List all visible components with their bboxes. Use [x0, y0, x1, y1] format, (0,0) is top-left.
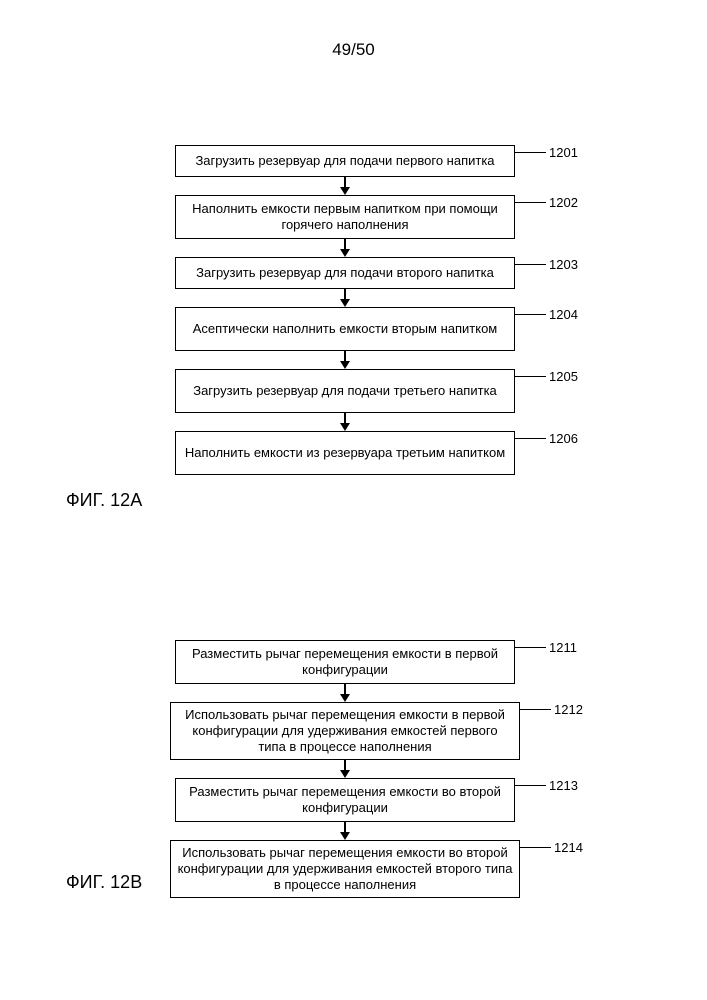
flow-step: Загрузить резервуар для подачи второго н… [175, 257, 515, 289]
step-text: Использовать рычаг перемещения емкости в… [177, 707, 513, 756]
flow-step: Разместить рычаг перемещения емкости в п… [175, 640, 515, 684]
ref-leader-line [514, 264, 546, 265]
page-number: 49/50 [0, 40, 707, 60]
ref-number: 1206 [549, 431, 578, 447]
ref-number: 1205 [549, 369, 578, 385]
ref-number: 1204 [549, 307, 578, 323]
flow-step: Наполнить емкости из резервуара третьим … [175, 431, 515, 475]
ref-leader-line [514, 785, 546, 786]
ref-number: 1201 [549, 145, 578, 161]
ref-leader-line [514, 314, 546, 315]
ref-number: 1203 [549, 257, 578, 273]
step-text: Разместить рычаг перемещения емкости во … [182, 784, 508, 817]
ref-leader-line [514, 376, 546, 377]
ref-number: 1213 [549, 778, 578, 794]
step-text: Загрузить резервуар для подачи третьего … [193, 383, 497, 399]
step-text: Наполнить емкости из резервуара третьим … [185, 445, 505, 461]
ref-number: 1211 [549, 640, 577, 656]
step-text: Загрузить резервуар для подачи второго н… [196, 265, 494, 281]
ref-leader-line [514, 438, 546, 439]
figure-b-label: ФИГ. 12В [66, 872, 142, 893]
flow-step: Загрузить резервуар для подачи первого н… [175, 145, 515, 177]
flowchart-b: Разместить рычаг перемещения емкости в п… [175, 640, 515, 898]
ref-leader-line [519, 709, 551, 710]
flow-step: Асептически наполнить емкости вторым нап… [175, 307, 515, 351]
ref-number: 1214 [554, 840, 583, 856]
ref-number: 1202 [549, 195, 578, 211]
step-text: Использовать рычаг перемещения емкости в… [177, 845, 513, 894]
ref-number: 1212 [554, 702, 583, 718]
step-text: Разместить рычаг перемещения емкости в п… [182, 646, 508, 679]
step-text: Наполнить емкости первым напитком при по… [182, 201, 508, 234]
flowchart-a: Загрузить резервуар для подачи первого н… [175, 145, 515, 475]
flow-step: Разместить рычаг перемещения емкости во … [175, 778, 515, 822]
flow-step: Наполнить емкости первым напитком при по… [175, 195, 515, 239]
figure-a-label: ФИГ. 12А [66, 490, 142, 511]
flow-step: Загрузить резервуар для подачи третьего … [175, 369, 515, 413]
ref-leader-line [514, 202, 546, 203]
ref-leader-line [519, 847, 551, 848]
ref-leader-line [514, 647, 546, 648]
flow-step: Использовать рычаг перемещения емкости в… [170, 840, 520, 898]
step-text: Асептически наполнить емкости вторым нап… [193, 321, 497, 337]
ref-leader-line [514, 152, 546, 153]
step-text: Загрузить резервуар для подачи первого н… [195, 153, 494, 169]
flow-step: Использовать рычаг перемещения емкости в… [170, 702, 520, 760]
page: 49/50 ФИГ. 12А ФИГ. 12В Загрузить резерв… [0, 0, 707, 1000]
